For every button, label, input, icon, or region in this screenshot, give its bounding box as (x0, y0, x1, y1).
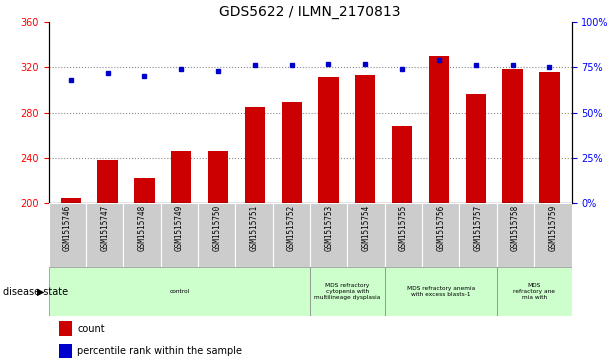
Bar (123, 203, 161, 267)
Text: GSM1515757: GSM1515757 (474, 205, 483, 252)
Text: GSM1515751: GSM1515751 (249, 205, 258, 252)
Bar (385, 203, 422, 267)
Text: GSM1515750: GSM1515750 (212, 205, 221, 252)
Bar (49, 267, 310, 316)
Bar (497, 203, 534, 267)
Bar (97, 160, 118, 203)
Text: MDS refractory
cytopenia with
multilineage dysplasia: MDS refractory cytopenia with multilinea… (314, 283, 381, 299)
Bar (534, 203, 572, 267)
Text: control: control (169, 289, 190, 294)
Bar (235, 203, 273, 267)
Bar (282, 102, 302, 203)
Bar (355, 75, 376, 203)
Bar (385, 267, 497, 316)
Text: GSM1515752: GSM1515752 (287, 205, 296, 252)
Bar (208, 151, 228, 203)
Text: ▶: ▶ (37, 287, 44, 297)
Bar (171, 151, 192, 203)
Bar (460, 203, 497, 267)
Bar (502, 69, 523, 203)
Bar (422, 203, 460, 267)
Bar (466, 94, 486, 203)
Text: MDS
refractory ane
mia with: MDS refractory ane mia with (513, 283, 555, 299)
Text: GSM1515749: GSM1515749 (175, 205, 184, 252)
Text: GSM1515753: GSM1515753 (324, 205, 333, 252)
Bar (392, 126, 412, 203)
Text: count: count (77, 323, 105, 334)
Bar (198, 203, 235, 267)
Text: MDS refractory anemia
with excess blasts-1: MDS refractory anemia with excess blasts… (407, 286, 475, 297)
Bar (86, 203, 123, 267)
Text: GSM1515746: GSM1515746 (63, 205, 72, 252)
Bar (134, 178, 154, 203)
Text: disease state: disease state (3, 287, 68, 297)
Bar (59, 322, 72, 336)
Bar (347, 203, 385, 267)
Text: GSM1515747: GSM1515747 (100, 205, 109, 252)
Text: GSM1515748: GSM1515748 (137, 205, 147, 252)
Bar (49, 203, 86, 267)
Bar (497, 267, 572, 316)
Text: GSM1515755: GSM1515755 (399, 205, 408, 252)
Bar (310, 267, 385, 316)
Bar (310, 203, 347, 267)
Bar (61, 197, 81, 203)
Text: percentile rank within the sample: percentile rank within the sample (77, 346, 243, 356)
Bar (161, 203, 198, 267)
Bar (59, 344, 72, 358)
Bar (539, 72, 559, 203)
Bar (273, 203, 310, 267)
Text: GSM1515754: GSM1515754 (362, 205, 371, 252)
Bar (244, 107, 265, 203)
Text: GSM1515759: GSM1515759 (548, 205, 558, 252)
Bar (319, 77, 339, 203)
Text: GSM1515756: GSM1515756 (437, 205, 445, 252)
Title: GDS5622 / ILMN_2170813: GDS5622 / ILMN_2170813 (219, 5, 401, 19)
Text: GSM1515758: GSM1515758 (511, 205, 520, 252)
Bar (429, 56, 449, 203)
